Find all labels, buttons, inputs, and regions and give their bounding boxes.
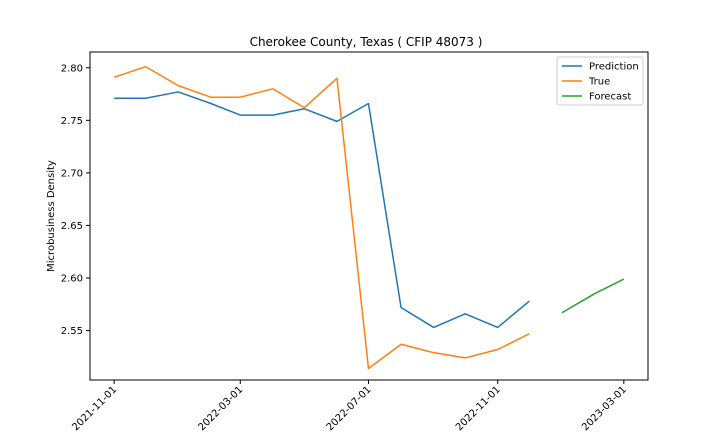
series-line-forecast bbox=[561, 278, 625, 314]
legend-label-forecast: Forecast bbox=[589, 92, 631, 103]
series-line-prediction bbox=[114, 91, 530, 329]
y-tick-label: 2.70 bbox=[61, 168, 83, 179]
plot-frame bbox=[89, 51, 649, 381]
chart-title: Cherokee County, Texas ( CFIP 48073 ) bbox=[250, 35, 483, 49]
legend-label-prediction: Prediction bbox=[589, 62, 639, 73]
legend: Prediction True Forecast bbox=[556, 56, 644, 106]
x-tick-label: 2022-03-01 bbox=[197, 384, 246, 432]
legend-label-true: True bbox=[588, 77, 610, 88]
x-tick-label: 2023-03-01 bbox=[580, 384, 629, 432]
series-line-true bbox=[113, 65, 530, 370]
y-tick-label: 2.55 bbox=[61, 326, 83, 337]
y-tick-label: 2.60 bbox=[61, 274, 83, 285]
y-tick-label: 2.75 bbox=[61, 116, 83, 127]
y-axis-label: Microbusiness Density bbox=[46, 160, 57, 272]
y-tick-label: 2.80 bbox=[61, 63, 83, 74]
x-tick-label: 2022-11-01 bbox=[454, 384, 503, 432]
legend-box bbox=[556, 56, 644, 106]
x-tick-label: 2021-11-01 bbox=[70, 384, 119, 432]
y-tick-label: 2.65 bbox=[61, 221, 83, 232]
series-layer bbox=[113, 65, 625, 370]
ticks-layer: 2.55 2.60 2.65 2.70 2.75 2.80 2021-11-01 2022-0… bbox=[61, 63, 629, 432]
x-tick-label: 2022-07-01 bbox=[325, 384, 374, 432]
